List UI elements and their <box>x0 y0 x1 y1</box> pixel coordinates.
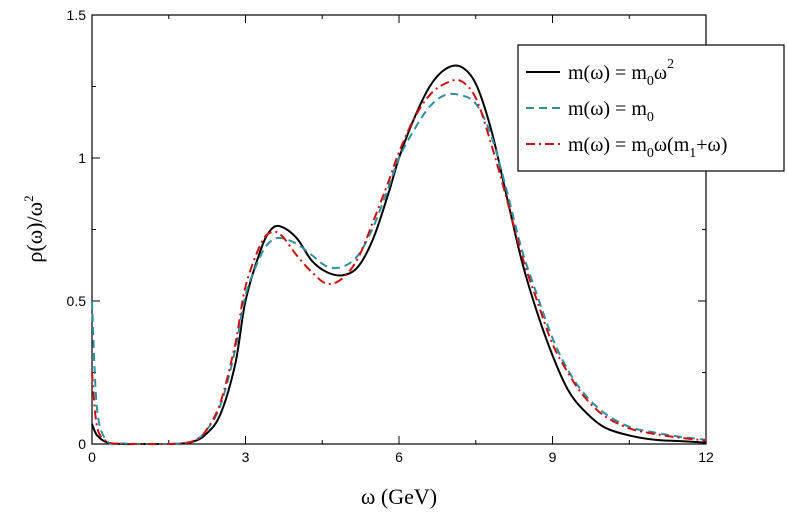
y-tick-label: 0 <box>78 436 86 452</box>
y-tick-label: 0.5 <box>67 293 87 309</box>
series-line-3 <box>91 78 707 446</box>
x-tick-label: 9 <box>549 449 557 465</box>
y-tick-label: 1.5 <box>67 7 87 23</box>
x-axis-label: ω (GeV) <box>361 484 437 509</box>
x-tick-label: 6 <box>395 449 403 465</box>
y-tick-label: 1 <box>78 150 86 166</box>
legend-box <box>517 44 785 172</box>
legend-label-1: m(ω) = m0ω2 <box>568 57 674 89</box>
legend: m(ω) = m0ω2 m(ω) = m0 m(ω) = m0ω(m1+ω) <box>517 44 785 172</box>
series-lines <box>91 64 707 446</box>
legend-label-3: m(ω) = m0ω(m1+ω) <box>568 134 727 161</box>
x-tick-label: 12 <box>698 449 714 465</box>
x-tick-label: 0 <box>88 449 96 465</box>
y-axis-label: ρ(ω)/ω2 <box>21 195 47 262</box>
x-tick-label: 3 <box>242 449 250 465</box>
legend-label-2: m(ω) = m0 <box>568 98 654 125</box>
